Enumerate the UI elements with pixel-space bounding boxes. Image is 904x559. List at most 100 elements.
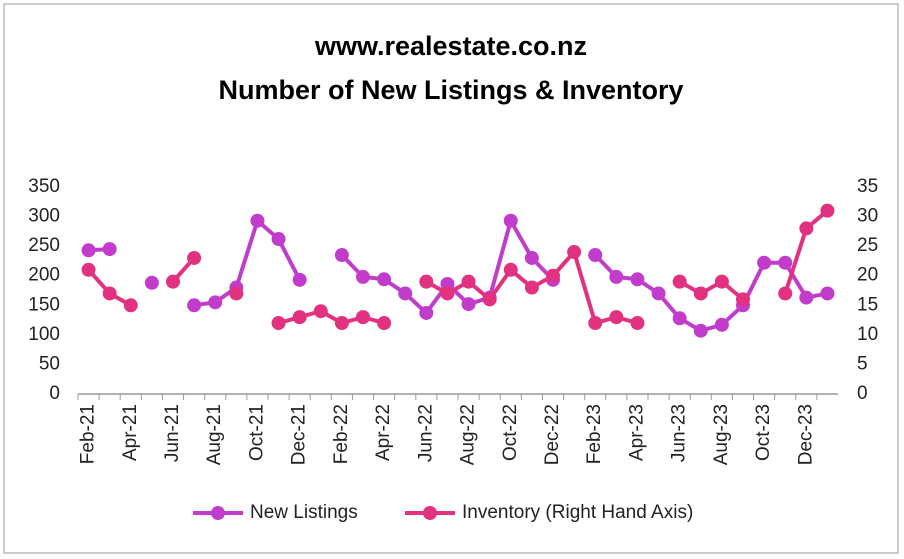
x-tick-label: Apr-23 — [626, 404, 647, 461]
data-point — [461, 274, 476, 289]
data-point — [778, 255, 793, 270]
data-point — [799, 290, 814, 305]
data-point — [398, 286, 413, 301]
data-point — [292, 310, 307, 325]
data-point — [187, 250, 202, 265]
x-tick-label: Oct-23 — [753, 404, 774, 461]
data-point — [377, 316, 392, 331]
data-point — [503, 262, 518, 277]
data-point — [271, 232, 286, 247]
data-point — [672, 311, 687, 326]
y2-tick-label: 25 — [857, 235, 878, 256]
data-point — [440, 286, 455, 301]
y-tick-label: 0 — [49, 383, 60, 404]
data-point — [271, 316, 286, 331]
x-tick-label: Apr-21 — [120, 404, 141, 461]
data-point — [503, 213, 518, 228]
y-tick-label: 250 — [28, 235, 60, 256]
y-tick-label: 350 — [28, 176, 60, 197]
legend-marker — [423, 506, 437, 520]
data-point — [630, 272, 645, 287]
x-tick-label: Jun-21 — [162, 404, 183, 462]
data-point — [588, 248, 603, 263]
data-point — [356, 310, 370, 325]
data-point — [166, 274, 180, 289]
data-point — [820, 203, 835, 218]
y-tick-label: 300 — [28, 206, 60, 227]
series-line — [88, 218, 828, 333]
x-tick-label: Oct-21 — [246, 404, 267, 461]
data-point — [187, 298, 202, 313]
data-point — [778, 286, 793, 301]
data-point — [799, 221, 814, 236]
data-point — [334, 248, 349, 263]
chart-subtitle: Number of New Listings & Inventory — [218, 75, 683, 105]
data-point — [292, 272, 307, 287]
data-point — [820, 286, 835, 301]
x-tick-label: Dec-23 — [795, 404, 816, 465]
data-point — [609, 310, 624, 325]
x-tick-label: Dec-22 — [542, 404, 563, 465]
x-tick-label: Aug-21 — [204, 404, 225, 465]
data-point — [377, 272, 392, 287]
y-tick-label: 150 — [28, 294, 60, 315]
data-point — [588, 316, 603, 331]
y-tick-label: 50 — [39, 353, 60, 374]
x-tick-label: Feb-22 — [331, 404, 352, 464]
data-point — [482, 292, 497, 307]
data-point — [714, 317, 729, 332]
data-point — [630, 316, 645, 331]
y2-tick-label: 5 — [857, 353, 868, 374]
data-point — [313, 304, 328, 319]
y-tick-label: 100 — [28, 324, 60, 345]
data-point — [419, 305, 434, 320]
data-point — [144, 275, 159, 290]
data-point — [461, 297, 476, 312]
data-point — [419, 274, 434, 289]
data-point — [524, 250, 539, 265]
data-point — [334, 316, 349, 331]
data-point — [102, 242, 117, 257]
data-point — [546, 268, 560, 283]
y2-tick-label: 10 — [857, 324, 878, 345]
y2-tick-label: 30 — [857, 206, 878, 227]
data-point — [81, 262, 96, 277]
x-tick-label: Feb-21 — [78, 404, 99, 464]
data-point — [356, 269, 370, 284]
data-point — [714, 274, 729, 289]
x-tick-label: Feb-23 — [584, 404, 605, 464]
y2-tick-label: 15 — [857, 294, 878, 315]
data-point — [693, 323, 708, 338]
y2-tick-label: 35 — [857, 176, 878, 197]
data-point — [208, 295, 223, 310]
data-point — [102, 286, 117, 301]
x-tick-label: Dec-21 — [289, 404, 310, 465]
data-point — [693, 286, 708, 301]
data-point — [524, 280, 539, 295]
data-point — [123, 298, 138, 313]
x-tick-label: Jun-22 — [415, 404, 436, 462]
data-point — [567, 245, 582, 260]
legend-label: New Listings — [250, 502, 358, 523]
data-point — [736, 292, 750, 307]
x-tick-label: Oct-22 — [500, 404, 521, 461]
data-point — [672, 274, 687, 289]
data-point — [229, 286, 244, 301]
y2-tick-label: 0 — [857, 383, 868, 404]
data-point — [81, 243, 96, 258]
y-tick-label: 200 — [28, 265, 60, 286]
x-tick-label: Aug-22 — [458, 404, 479, 465]
data-point — [250, 213, 265, 228]
x-tick-label: Apr-22 — [373, 404, 394, 461]
legend-marker — [211, 506, 225, 520]
x-tick-label: Jun-23 — [669, 404, 690, 462]
chart-title: www.realestate.co.nz — [314, 31, 587, 61]
data-point — [757, 255, 772, 270]
x-tick-label: Aug-23 — [711, 404, 732, 465]
y2-tick-label: 20 — [857, 265, 878, 286]
data-point — [609, 269, 624, 284]
legend-label: Inventory (Right Hand Axis) — [462, 502, 693, 523]
data-point — [651, 286, 666, 301]
